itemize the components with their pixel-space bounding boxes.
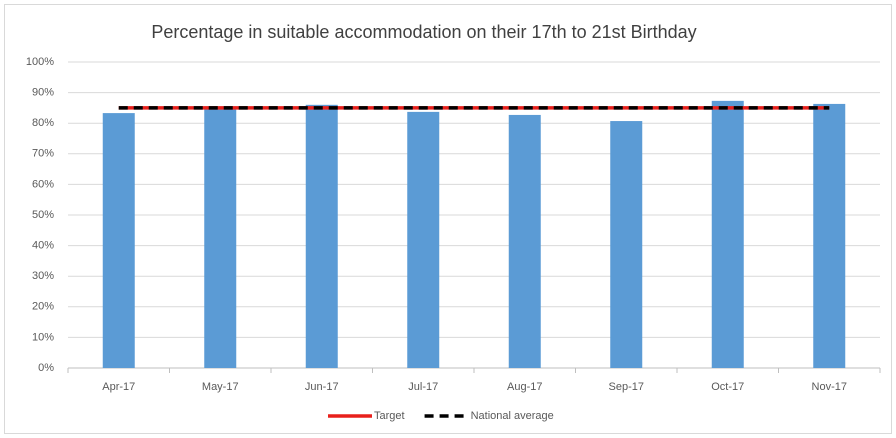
x-tick-label: Jul-17 bbox=[408, 381, 438, 393]
y-tick-label: 100% bbox=[26, 56, 54, 68]
y-tick-label: 10% bbox=[32, 331, 54, 343]
bar bbox=[407, 111, 440, 369]
x-tick-label: Nov-17 bbox=[812, 381, 847, 393]
y-tick-label: 60% bbox=[32, 178, 54, 190]
x-tick-label: Oct-17 bbox=[711, 381, 744, 393]
x-tick-label: Aug-17 bbox=[507, 381, 542, 393]
bar bbox=[305, 104, 338, 368]
chart-border bbox=[4, 4, 892, 434]
y-tick-label: 0% bbox=[38, 362, 54, 374]
y-tick-label: 30% bbox=[32, 270, 54, 282]
x-tick-label: Jun-17 bbox=[305, 381, 339, 393]
bar bbox=[610, 121, 643, 368]
bar bbox=[711, 100, 744, 368]
x-tick-label: Sep-17 bbox=[609, 381, 644, 393]
y-tick-label: 70% bbox=[32, 148, 54, 160]
y-tick-label: 20% bbox=[32, 301, 54, 313]
legend-label: Target bbox=[374, 410, 405, 422]
y-tick-label: 90% bbox=[32, 87, 54, 99]
y-tick-label: 50% bbox=[32, 209, 54, 221]
chart-title: Percentage in suitable accommodation on … bbox=[151, 22, 696, 42]
bar bbox=[813, 103, 846, 368]
legend-label: National average bbox=[471, 410, 554, 422]
y-tick-label: 80% bbox=[32, 117, 54, 129]
x-tick-label: May-17 bbox=[202, 381, 239, 393]
x-tick-label: Apr-17 bbox=[102, 381, 135, 393]
bar bbox=[204, 106, 237, 369]
bar bbox=[102, 113, 135, 369]
bar bbox=[508, 114, 541, 368]
y-tick-label: 40% bbox=[32, 240, 54, 252]
